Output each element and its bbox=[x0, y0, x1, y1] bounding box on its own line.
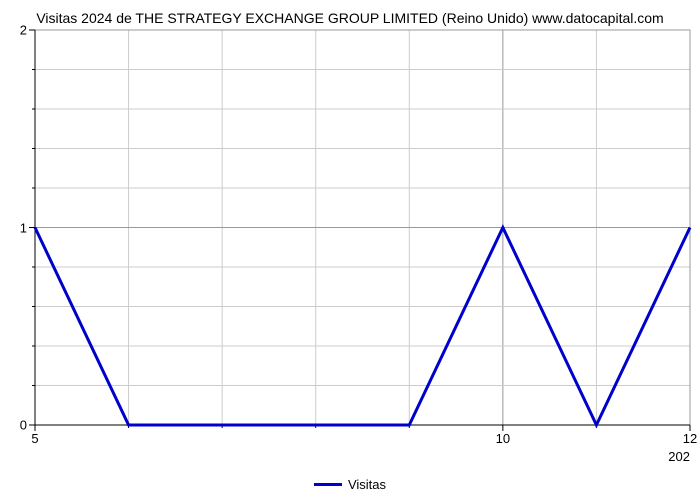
chart-title: Visitas 2024 de THE STRATEGY EXCHANGE GR… bbox=[0, 10, 700, 26]
y-tick-label: 0 bbox=[20, 418, 27, 433]
y-tick-label: 2 bbox=[20, 23, 27, 38]
plot-area: 01251012202 bbox=[35, 30, 690, 425]
chart-svg bbox=[35, 30, 690, 425]
legend-swatch bbox=[314, 483, 342, 486]
x-tick-label: 5 bbox=[31, 431, 38, 446]
legend: Visitas bbox=[314, 477, 386, 492]
x-axis-sub-label: 202 bbox=[668, 449, 690, 464]
y-tick-label: 1 bbox=[20, 220, 27, 235]
legend-label: Visitas bbox=[348, 477, 386, 492]
chart-container: Visitas 2024 de THE STRATEGY EXCHANGE GR… bbox=[0, 0, 700, 500]
x-tick-label: 12 bbox=[683, 431, 697, 446]
x-tick-label: 10 bbox=[496, 431, 510, 446]
